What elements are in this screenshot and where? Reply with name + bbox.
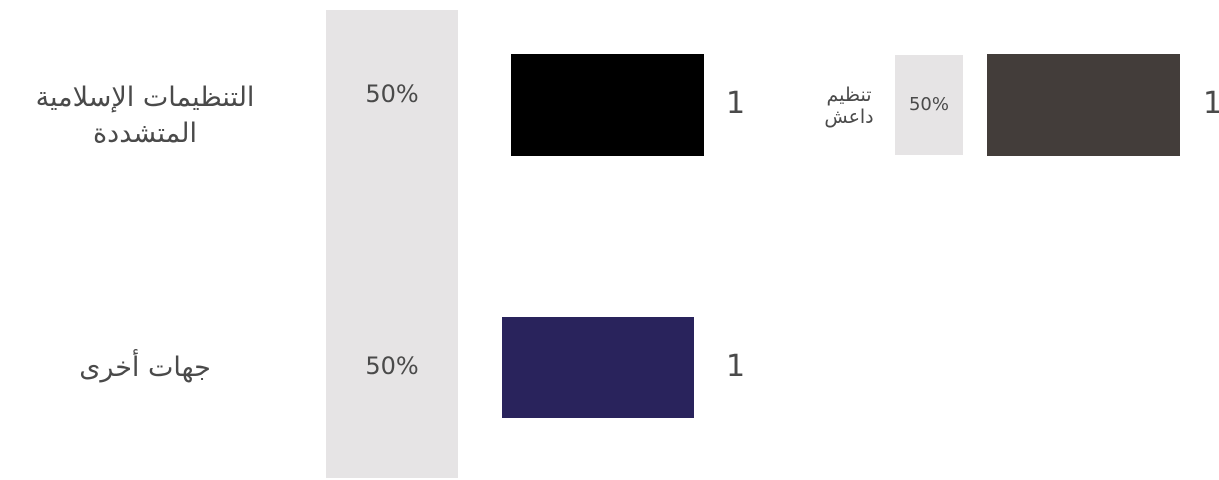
- breakdown-label: تنظيم داعش: [824, 84, 874, 128]
- percent-label-1: 50%: [365, 80, 419, 108]
- percent-label-2: 50%: [365, 352, 419, 380]
- bar-2: [502, 317, 694, 418]
- category-label-1: التنظيمات الإسلامية المتشددة: [35, 82, 255, 149]
- value-label-2: 1: [726, 349, 746, 384]
- breakdown-percent-label: 50%: [908, 94, 949, 115]
- breakdown-value-label: 1: [1203, 86, 1219, 121]
- value-label-1: 1: [726, 86, 746, 121]
- bar-1: [511, 54, 704, 156]
- breakdown-percent-box: [895, 55, 963, 155]
- breakdown-bar: [987, 54, 1180, 156]
- category-label-2: جهات أخرى: [79, 352, 211, 383]
- percent-column-panel: [326, 10, 458, 478]
